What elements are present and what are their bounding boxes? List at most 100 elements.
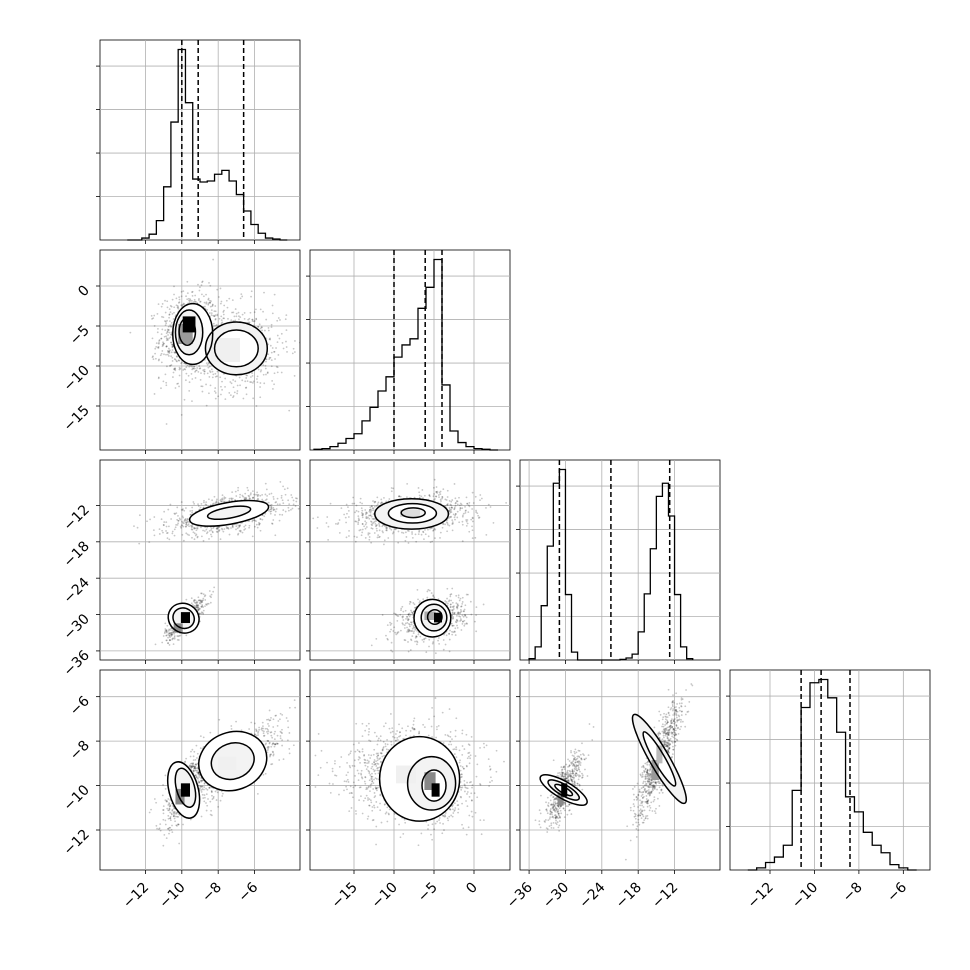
- sample-point: [176, 506, 179, 509]
- sample-point: [171, 356, 174, 359]
- sample-point: [368, 538, 371, 541]
- sample-point: [270, 505, 273, 508]
- sample-point: [191, 748, 194, 751]
- sample-point: [191, 603, 194, 606]
- sample-point: [428, 495, 431, 498]
- sample-point: [485, 534, 488, 536]
- sample-point: [169, 503, 172, 506]
- sample-point: [395, 614, 398, 616]
- sample-point: [178, 301, 180, 304]
- sample-point: [207, 302, 210, 305]
- sample-point: [236, 384, 239, 387]
- sample-point: [182, 302, 185, 305]
- sample-point: [249, 376, 252, 378]
- sample-point: [470, 613, 473, 616]
- sample-point: [157, 303, 160, 306]
- sample-point: [173, 637, 176, 640]
- sample-point: [414, 636, 417, 639]
- sample-point: [210, 309, 213, 312]
- sample-point: [274, 534, 277, 537]
- sample-point: [194, 534, 197, 537]
- y-tick-label: −30: [61, 611, 93, 643]
- sample-point: [361, 514, 363, 517]
- sample-point: [376, 496, 379, 499]
- sample-point: [204, 594, 207, 597]
- sample-point: [414, 533, 417, 536]
- sample-point: [400, 607, 403, 610]
- sample-point: [165, 530, 167, 532]
- sample-point: [162, 342, 165, 345]
- sample-point: [268, 338, 271, 341]
- sample-point: [210, 527, 213, 530]
- sample-point: [434, 528, 437, 531]
- sample-point: [201, 385, 204, 388]
- sample-point: [370, 505, 373, 508]
- sample-point: [155, 342, 158, 345]
- sample-point: [455, 606, 458, 609]
- sample-point: [361, 512, 364, 515]
- sample-point: [465, 524, 468, 527]
- sample-point: [243, 496, 246, 499]
- sample-point: [170, 633, 173, 636]
- sample-point: [285, 329, 288, 332]
- sample-point: [259, 382, 262, 384]
- sample-point: [165, 381, 168, 384]
- sample-point: [369, 511, 372, 514]
- sample-point: [448, 599, 451, 602]
- sample-point: [397, 631, 400, 633]
- sample-point: [197, 370, 200, 373]
- sample-point: [190, 524, 192, 527]
- sample-point: [402, 532, 405, 534]
- sample-point: [197, 609, 200, 611]
- histogram-panel: [516, 459, 721, 664]
- sample-point: [158, 339, 161, 341]
- sample-point: [364, 537, 367, 539]
- sample-point: [185, 295, 187, 298]
- sample-point: [165, 332, 168, 335]
- sample-point: [165, 322, 168, 325]
- sample-point: [201, 612, 204, 614]
- sample-point: [458, 615, 460, 618]
- sample-point: [397, 541, 400, 544]
- sample-point: [248, 520, 251, 522]
- sample-point: [422, 640, 425, 643]
- sample-point: [193, 599, 196, 602]
- sample-point: [455, 619, 458, 622]
- sample-point: [454, 497, 457, 500]
- sample-point: [372, 500, 374, 502]
- density-layer: [133, 481, 300, 646]
- sample-point: [389, 621, 391, 624]
- sample-point: [176, 306, 179, 309]
- sample-point: [241, 313, 244, 316]
- sample-point: [165, 335, 168, 338]
- sample-point: [276, 334, 279, 337]
- sample-point: [191, 294, 194, 297]
- sample-point: [455, 621, 458, 624]
- sample-point: [165, 639, 168, 642]
- sample-point: [450, 506, 453, 509]
- sample-point: [423, 637, 426, 640]
- sample-point: [357, 519, 360, 522]
- sample-point: [476, 512, 479, 515]
- sample-point: [167, 636, 169, 639]
- sample-point: [420, 533, 423, 536]
- sample-point: [187, 297, 190, 300]
- sample-point: [174, 387, 177, 389]
- sample-point: [371, 507, 374, 510]
- sample-point: [194, 300, 196, 303]
- sample-point: [246, 380, 249, 382]
- sample-point: [400, 609, 402, 612]
- sample-point: [158, 828, 160, 831]
- sample-point: [448, 499, 451, 502]
- sample-point: [165, 345, 168, 348]
- sample-point: [371, 524, 373, 527]
- sample-point: [222, 317, 225, 320]
- scatter-panel: [96, 669, 301, 874]
- sample-point: [231, 311, 233, 314]
- sample-point: [381, 525, 384, 528]
- sample-point: [166, 631, 168, 634]
- sample-point: [437, 494, 440, 496]
- sample-point: [181, 515, 184, 518]
- sample-point: [172, 815, 175, 818]
- sample-point: [271, 312, 274, 315]
